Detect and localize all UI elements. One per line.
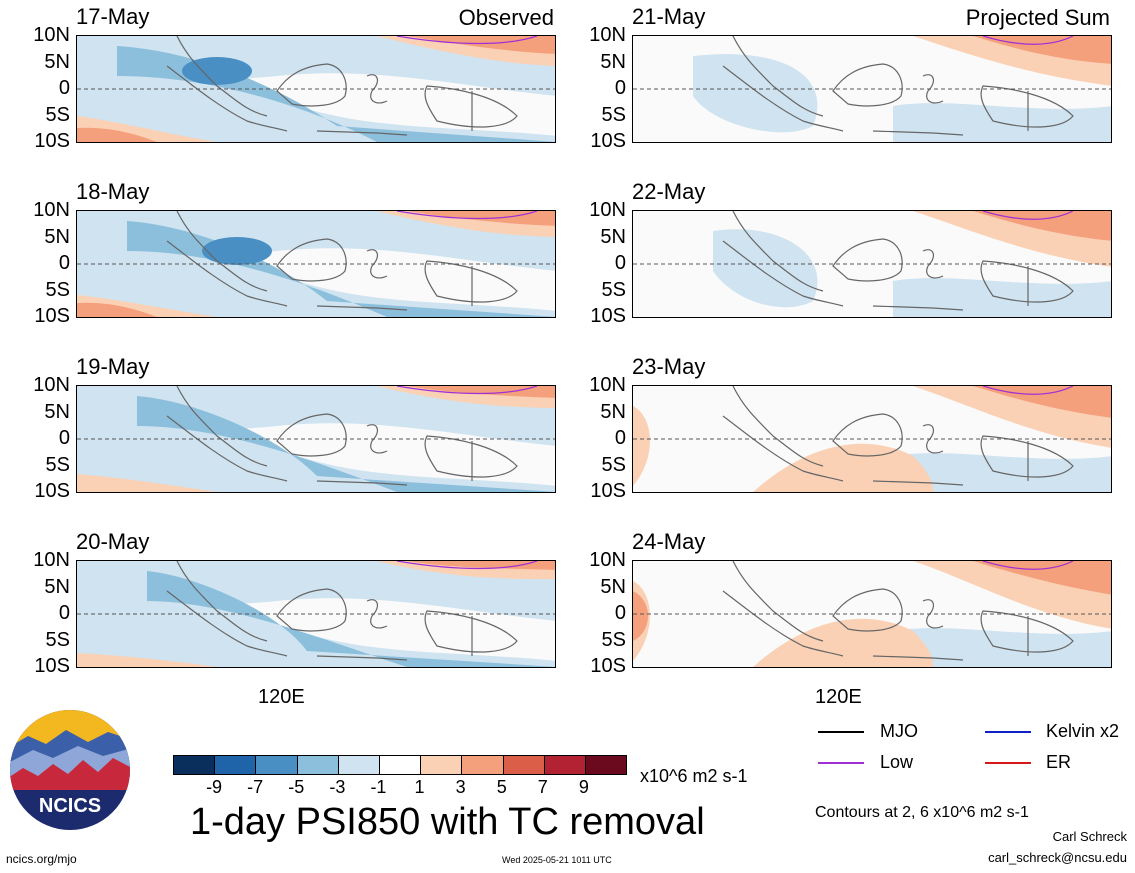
lat-tick-left-3-1: 5N [44,400,70,423]
colorbar-swatch-1 [215,756,257,774]
ncics-logo: NCICS [8,708,132,832]
lat-tick-right-3-4: 10S [590,480,626,502]
lat-tick-right-3-0: 10N [589,374,626,396]
colorbar-swatch-9 [544,756,586,774]
legend-kelvin: Kelvin x2 [1046,721,1120,741]
colorbar-swatch-0 [174,756,216,774]
lat-tick-left-1-3: 5S [45,103,70,126]
lat-tick-left-3-0: 10N [33,374,70,396]
panel-date-right-2: 22-May [632,179,706,204]
lat-tick-right-2-4: 10S [590,305,626,327]
map-panel-left-4 [76,560,556,668]
colorbar-label-7: 5 [496,777,507,797]
colorbar-label-1: -7 [247,777,264,797]
lat-tick-right-4-3: 5S [601,628,626,651]
legend-er: ER [1046,752,1072,772]
panel-title-left-1: Observed [458,5,554,30]
map-panel-right-2 [632,210,1112,318]
lat-tick-right-3-3: 5S [601,453,626,476]
colorbar-label-8: 7 [537,777,548,797]
colorbar-swatch-6 [421,756,463,774]
map-panel-left-1 [76,35,556,143]
lat-tick-right-2-2: 0 [614,252,626,274]
colorbar-label-6: 3 [455,777,466,797]
lat-tick-right-4-0: 10N [589,549,626,571]
legend-mjo: MJO [880,721,918,741]
lat-tick-left-1-2: 0 [58,77,70,99]
lat-tick-left-4-0: 10N [33,549,70,571]
lat-tick-right-2-1: 5N [600,225,626,248]
lat-tick-right-3-1: 5N [600,400,626,423]
lat-tick-right-4-4: 10S [590,655,626,677]
lat-tick-left-2-4: 10S [34,305,70,327]
svg-text:NCICS: NCICS [39,795,101,817]
map-panel-right-4 [632,560,1112,668]
lat-tick-right-1-4: 10S [590,130,626,152]
lat-tick-left-3-2: 0 [58,427,70,449]
map-panel-right-1 [632,35,1112,143]
lat-tick-left-2-3: 5S [45,278,70,301]
legend-er-line [985,762,1031,764]
colorbar-label-3: -3 [329,777,346,797]
lat-tick-left-4-1: 5N [44,575,70,598]
panel-title-right-1: Projected Sum [965,5,1110,30]
colorbar-swatch-2 [256,756,298,774]
author: Carl Schreck [1052,829,1127,844]
lon-tick-left: 120E [258,686,305,708]
source-url: ncics.org/mjo [6,852,77,866]
lat-tick-right-2-3: 5S [601,278,626,301]
colorbar-label-9: 9 [578,777,589,797]
colorbar-label-4: -1 [370,777,387,797]
colorbar-label-2: -5 [288,777,305,797]
map-panel-right-3 [632,385,1112,493]
lat-tick-left-2-1: 5N [44,225,70,248]
legend-kelvin-line [985,731,1031,733]
colorbar-units: x10^6 m2 s-1 [640,766,748,786]
lat-tick-right-1-0: 10N [589,24,626,46]
colorbar [173,755,627,775]
colorbar-label-0: -9 [206,777,223,797]
lat-tick-right-3-2: 0 [614,427,626,449]
lat-tick-left-1-1: 5N [44,50,70,73]
lat-tick-right-2-0: 10N [589,199,626,221]
panel-date-right-4: 24-May [632,529,706,554]
lat-tick-left-4-2: 0 [58,602,70,624]
email: carl_schreck@ncsu.edu [988,850,1127,865]
lon-tick-right: 120E [815,686,862,708]
panel-date-left-4: 20-May [76,529,150,554]
lat-tick-right-4-2: 0 [614,602,626,624]
lat-tick-left-2-2: 0 [58,252,70,274]
colorbar-swatch-3 [297,756,339,774]
colorbar-swatch-10 [585,756,627,774]
lat-tick-left-4-3: 5S [45,628,70,651]
legend-mjo-line [818,731,864,733]
legend-low-line [818,762,864,764]
panel-date-left-1: 17-May [76,4,150,29]
colorbar-swatch-8 [503,756,545,774]
main-title: 1-day PSI850 with TC removal [190,801,705,843]
map-panel-left-3 [76,385,556,493]
map-panel-left-2 [76,210,556,318]
lat-tick-left-4-4: 10S [34,655,70,677]
panel-date-left-2: 18-May [76,179,150,204]
lat-tick-right-4-1: 5N [600,575,626,598]
lat-tick-left-3-3: 5S [45,453,70,476]
lat-tick-right-1-1: 5N [600,50,626,73]
contour-note: Contours at 2, 6 x10^6 m2 s-1 [815,804,1029,821]
lat-tick-left-1-0: 10N [33,24,70,46]
lat-tick-right-1-2: 0 [614,77,626,99]
colorbar-swatch-7 [462,756,504,774]
lat-tick-left-1-4: 10S [34,130,70,152]
timestamp: Wed 2025-05-21 1011 UTC [502,855,612,865]
lat-tick-left-3-4: 10S [34,480,70,502]
colorbar-swatch-5 [379,756,422,774]
legend-low: Low [880,752,914,772]
lat-tick-right-1-3: 5S [601,103,626,126]
colorbar-label-5: 1 [414,777,425,797]
panel-date-right-1: 21-May [632,4,706,29]
lat-tick-left-2-0: 10N [33,199,70,221]
panel-date-right-3: 23-May [632,354,706,379]
colorbar-swatch-4 [338,756,380,774]
panel-date-left-3: 19-May [76,354,150,379]
